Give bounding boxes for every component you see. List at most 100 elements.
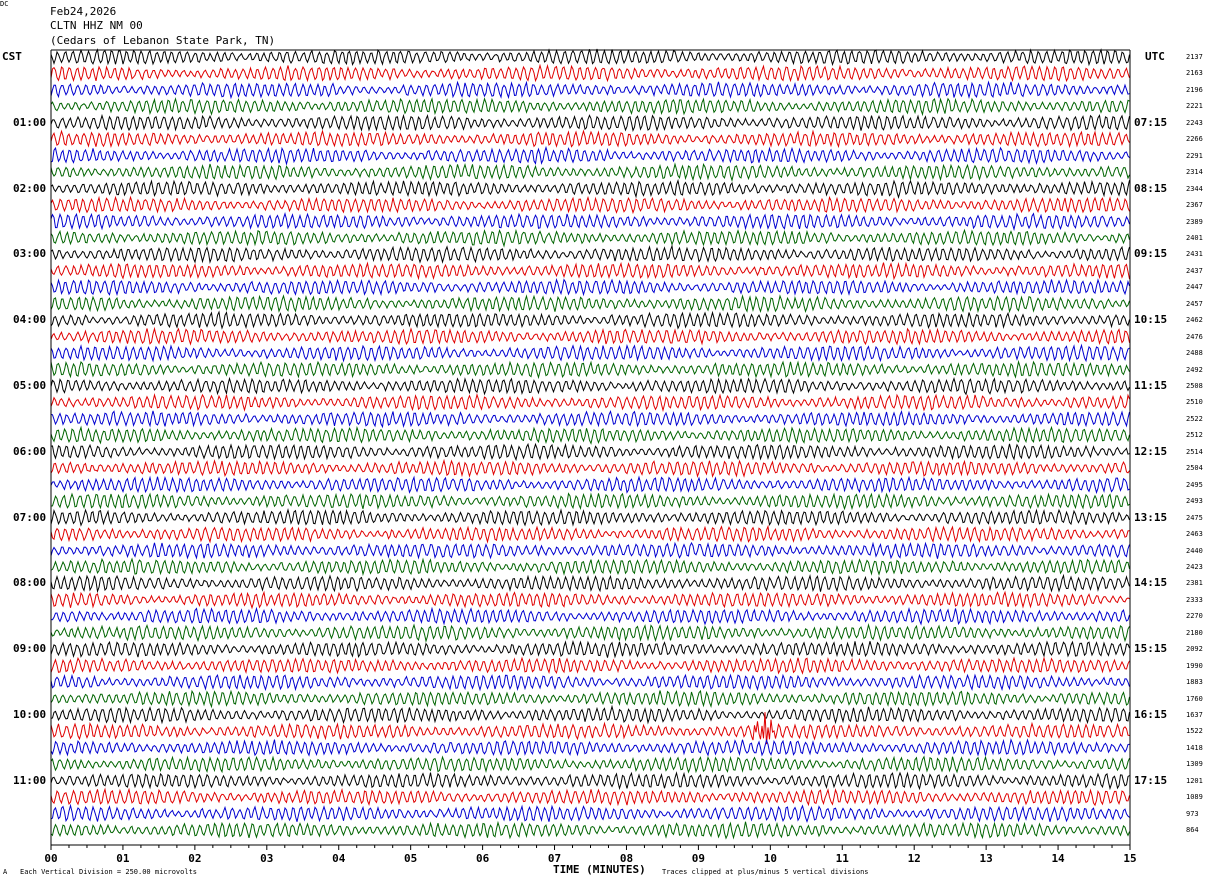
utc-hour-label: 12:15	[1134, 444, 1168, 458]
dc-offset-label: 1418	[1186, 743, 1203, 752]
trace-line-15	[50, 294, 1130, 314]
trace-line-28	[50, 508, 1130, 527]
dc-offset-label: 2514	[1186, 447, 1203, 456]
trace-line-40	[50, 704, 1130, 725]
dc-offset-label: 2492	[1186, 365, 1203, 374]
trace-line-4	[50, 113, 1130, 133]
dc-axis-title: DC	[0, 0, 9, 8]
x-tick-label: 11	[835, 852, 849, 865]
footer-mark: A	[3, 868, 8, 876]
trace-line-8	[50, 178, 1130, 199]
trace-line-26	[50, 475, 1130, 495]
dc-offset-label: 2476	[1186, 332, 1203, 341]
dc-offset-label: 2440	[1186, 546, 1203, 555]
trace-line-0	[50, 48, 1130, 67]
utc-hour-label: 14:15	[1134, 576, 1168, 590]
trace-line-21	[50, 392, 1130, 413]
trace-line-9	[50, 195, 1130, 215]
trace-line-25	[50, 458, 1130, 478]
utc-hour-label: 17:15	[1134, 773, 1168, 787]
trace-line-2	[50, 80, 1130, 100]
trace-line-47	[50, 820, 1130, 840]
trace-line-45	[50, 787, 1130, 807]
dc-offset-label: 1522	[1186, 727, 1203, 736]
utc-hour-label: 13:15	[1134, 510, 1168, 524]
trace-line-10	[50, 211, 1130, 232]
x-tick-label: 07	[547, 852, 562, 865]
dc-offset-label: 2522	[1186, 414, 1203, 423]
dc-offset-label: 2389	[1186, 217, 1203, 226]
x-tick-label: 08	[619, 852, 634, 865]
trace-line-22	[50, 409, 1130, 429]
dc-offset-label: 2512	[1186, 431, 1203, 440]
dc-offset-label: 2180	[1186, 628, 1203, 637]
utc-hour-label: 11:15	[1134, 379, 1168, 392]
trace-line-31	[50, 557, 1130, 577]
trace-line-6	[50, 145, 1130, 166]
dc-offset-label: 864	[1186, 826, 1199, 835]
dc-offset-label: 2243	[1186, 118, 1203, 127]
x-tick-label: 14	[1051, 852, 1065, 865]
trace-line-36	[50, 640, 1130, 659]
trace-group	[50, 48, 1130, 840]
trace-line-16	[50, 310, 1130, 330]
dc-offset-label: 2462	[1186, 316, 1203, 325]
x-tick-label: 00	[44, 852, 58, 865]
cst-axis-title: CST	[2, 50, 22, 63]
utc-hour-label: 10:15	[1134, 313, 1168, 327]
dc-offset-label: 2270	[1186, 612, 1203, 621]
cst-hour-label: 03:00	[13, 247, 47, 261]
dc-offset-label: 2463	[1186, 530, 1203, 539]
plot-date: Feb24,2026	[50, 5, 117, 18]
trace-line-13	[50, 261, 1130, 281]
cst-hour-label: 11:00	[13, 773, 47, 787]
x-tick-label: 01	[116, 852, 130, 865]
utc-hour-label: 09:15	[1134, 247, 1168, 261]
x-tick-label: 12	[907, 852, 921, 865]
dc-offset-label: 2488	[1186, 349, 1203, 358]
trace-line-20	[50, 376, 1130, 396]
utc-hour-label: 08:15	[1134, 181, 1168, 195]
trace-line-29	[50, 524, 1130, 544]
trace-line-18	[50, 343, 1130, 363]
dc-offset-label: 1089	[1186, 793, 1203, 802]
trace-line-34	[50, 606, 1130, 626]
dc-offset-label: 1883	[1186, 678, 1203, 687]
cst-hour-label: 06:00	[13, 444, 47, 458]
cst-hour-label: 07:00	[13, 510, 47, 524]
trace-line-39	[50, 689, 1130, 709]
dc-offset-label: 2137	[1186, 53, 1203, 61]
scale-note: Each Vertical Division = 250.00 microvol…	[20, 868, 198, 876]
dc-offset-label: 1637	[1186, 711, 1203, 719]
axis-group	[50, 49, 1131, 850]
clip-note: Traces clipped at plus/minus 5 vertical …	[662, 868, 869, 876]
station-code: CLTN HHZ NM 00	[50, 19, 143, 32]
trace-line-35	[50, 623, 1130, 643]
dc-offset-label: 2344	[1186, 184, 1203, 193]
trace-line-42	[50, 738, 1130, 757]
dc-offset-label: 2504	[1186, 464, 1203, 473]
cst-hour-label: 10:00	[13, 708, 47, 721]
dc-offset-label: 2510	[1186, 398, 1203, 407]
dc-offset-label: 2163	[1186, 69, 1203, 78]
trace-line-11	[50, 228, 1130, 248]
dc-offset-label: 2266	[1186, 135, 1203, 144]
dc-offset-label: 2367	[1186, 201, 1203, 210]
dc-offset-label: 2291	[1186, 151, 1203, 160]
dc-offset-label: 2381	[1186, 579, 1203, 588]
dc-offset-label: 2493	[1186, 497, 1203, 506]
trace-line-32	[50, 573, 1130, 594]
trace-line-3	[50, 97, 1130, 117]
trace-line-14	[50, 278, 1130, 297]
trace-line-12	[50, 244, 1130, 265]
x-tick-label: 13	[979, 852, 993, 865]
x-tick-label: 04	[332, 852, 346, 865]
cst-hour-label: 01:00	[13, 115, 47, 129]
utc-hour-label: 07:15	[1134, 115, 1168, 129]
dc-offset-label: 2333	[1186, 595, 1203, 604]
dc-offset-label: 2508	[1186, 382, 1203, 390]
dc-offset-label: 2437	[1186, 266, 1203, 275]
trace-line-5	[50, 129, 1130, 149]
x-tick-label: 02	[188, 852, 202, 865]
cst-hour-label: 08:00	[13, 576, 47, 590]
